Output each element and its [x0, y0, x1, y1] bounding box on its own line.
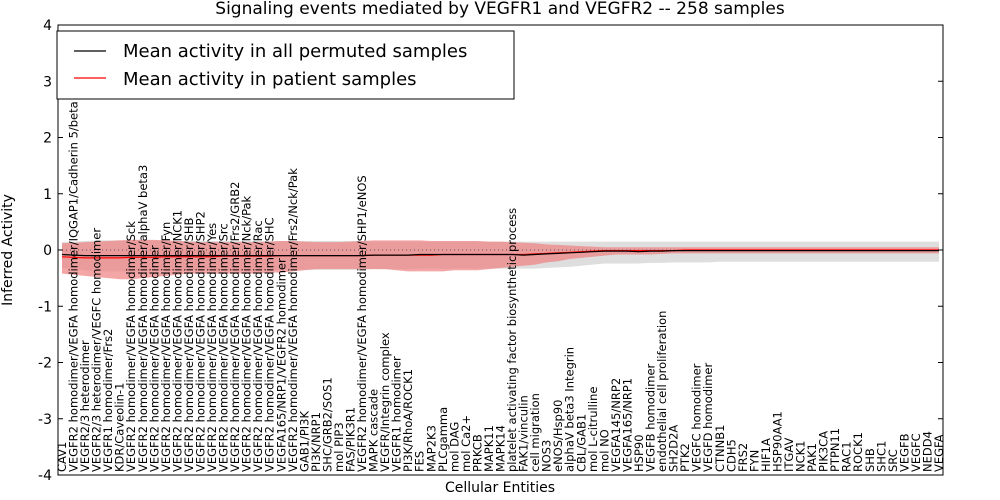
category-label: alphaV beta3 Integrin — [563, 347, 577, 472]
category-label: FRS2 — [736, 443, 750, 472]
category-label: MAPK14 — [494, 425, 508, 472]
category-label: PAK1 — [805, 443, 819, 472]
y-tick-label: -3 — [38, 412, 52, 428]
category-label: CDH5 — [724, 439, 738, 472]
category-label: VEGFR2 homodimer/VEGFA homodimer/Fyn — [159, 222, 173, 472]
category-label: VEGFR2 homodimer/VEGFA homodimer — [147, 245, 161, 472]
category-label: VEGFR2/3 heterodimer/VEGFC homodimer — [90, 228, 104, 472]
category-label: ROCK1 — [851, 432, 865, 472]
category-label: SRC — [886, 449, 900, 472]
legend-label-patient: Mean activity in patient samples — [123, 69, 417, 90]
category-label: KDR/Caveolin-1 — [113, 383, 127, 472]
category-label: VEGFR2 homodimer/VEGFA homodimer/SHP1/eN… — [355, 175, 369, 472]
category-label: mol L-citrulline — [586, 387, 600, 472]
category-label: VEGFR2 homodimer/VEGFA homodimer/alphaV … — [136, 165, 150, 472]
category-label: VEGFR2 homodimer/VEGFA homodimer/Src — [217, 223, 231, 472]
series-line-permuted — [61, 250, 939, 257]
category-label: VEGFR2 homodimer/VEGFA homodimer/Rac — [251, 220, 265, 472]
y-tick-label: 4 — [43, 18, 52, 34]
category-label: NOS3 — [540, 440, 554, 472]
category-label: FES — [413, 451, 427, 472]
category-label: MAPK11 — [482, 425, 496, 472]
y-axis-label: Inferred Activity — [0, 194, 16, 306]
category-label: MAP2K3 — [424, 425, 438, 472]
category-label: VEGFR2 homodimer/VEGFA homodimer/Yes — [205, 223, 219, 472]
category-label: mol DAG — [447, 422, 461, 472]
y-tick-label: -4 — [38, 468, 52, 484]
category-label: ITGAV — [782, 438, 796, 472]
category-label: mol Ca2+ — [459, 415, 473, 472]
category-label: VEGFR2 homodimer/VEGFA homodimer/Frs2/Nc… — [286, 168, 300, 472]
category-label: CBL/GAB1 — [574, 414, 588, 472]
legend-label-permuted: Mean activity in all permuted samples — [123, 41, 467, 62]
category-label: VEGFR2 homodimer/VEGFA homodimer/SHB — [182, 217, 196, 472]
category-label: RAC1 — [840, 441, 854, 472]
category-label: VEGFB homodimer — [644, 363, 658, 472]
category-label: PLCgamma — [436, 407, 450, 472]
x-axis-label: Cellular Entities — [445, 480, 555, 496]
series-lines — [61, 249, 939, 259]
category-label: endothelial cell proliferation — [655, 311, 669, 472]
y-tick-label: 1 — [43, 187, 52, 203]
category-label: VEGFR1 homodimer/Frs2 — [101, 329, 115, 472]
category-label: VEGFR/Integrin complex — [378, 332, 392, 472]
category-label: VEGFA — [932, 434, 946, 472]
y-tick-label: -2 — [38, 356, 52, 372]
category-label: MAPK cascade — [367, 389, 381, 472]
category-label: VEGFC — [909, 433, 923, 472]
category-label: cell migration — [528, 393, 542, 472]
category-label: FAS/PIK3R1 — [343, 407, 357, 472]
category-label: VEGFA165/NRP1/VEGFR2 homodimer — [274, 258, 288, 472]
category-label: PI3K/NRP1 — [309, 412, 323, 472]
category-label: VEGFD homodimer — [701, 362, 715, 472]
y-tick-label: 3 — [43, 74, 52, 90]
category-label: VEGFR2 homodimer/VEGFA homodimer/Frs2/GR… — [228, 182, 242, 472]
category-label: NCK1 — [794, 441, 808, 473]
category-label: HSP90 — [632, 434, 646, 472]
category-label: mol PIP3 — [332, 422, 346, 472]
category-label: eNOS/Hsp90 — [551, 400, 565, 472]
y-axis-ticks: -4 -3 -2 -1 0 1 2 3 4 — [38, 18, 943, 484]
category-label: PI3K/RhoA/ROCK1 — [401, 369, 415, 472]
category-label: PTPN11 — [828, 428, 842, 472]
category-label: VEGFA145/NRP2 — [609, 378, 623, 472]
chart-title: Signaling events mediated by VEGFR1 and … — [215, 0, 785, 19]
category-label: VEGFR2 homodimer/VEGFA homodimer/NCK1 — [170, 210, 184, 472]
category-label: VEGFR2 homodimer/VEGFA homodimer/Nck/Pak — [240, 195, 254, 472]
category-label: PIK3CA — [817, 431, 831, 472]
category-label: platelet activating factor biosynthetic … — [505, 208, 519, 472]
category-label: SHC1 — [874, 441, 888, 472]
category-label: PTK2 — [678, 443, 692, 472]
category-label: VEGFA165/NRP1 — [620, 378, 634, 472]
category-label: VEGFR2 homodimer/VEGFA homodimer/IQGAP1/… — [67, 55, 81, 472]
category-label: PRKCB — [470, 434, 484, 472]
legend-box — [56, 30, 515, 100]
category-label: VEGFR2 homodimer/VEGFA homodimer/SHP2 — [193, 211, 207, 472]
category-label: FYN — [747, 450, 761, 472]
category-label: SHC/GRB2/SOS1 — [320, 377, 334, 472]
y-tick-label: 2 — [43, 131, 52, 147]
category-label: mol NO — [597, 429, 611, 472]
category-label: NEDD4 — [920, 431, 934, 472]
category-label: GAB1/PI3K — [297, 410, 311, 472]
category-label: VEGFR2 homodimer/VEGFA homodimer/SHC — [263, 217, 277, 472]
y-tick-label: 0 — [43, 243, 52, 259]
category-label: HSP90AA1 — [770, 411, 784, 472]
category-label: VEGFR2 homodimer/VEGFA homodimer/Sck — [124, 221, 138, 472]
category-label: CTNNB1 — [713, 425, 727, 472]
category-label: SHB — [863, 448, 877, 472]
category-label: SH2D2A — [667, 425, 681, 472]
category-label: FAK1/vinculin — [517, 395, 531, 472]
legend: Mean activity in all permuted samples Me… — [56, 30, 515, 100]
category-label: HIF1A — [759, 438, 773, 472]
category-label: VEGFB — [897, 433, 911, 472]
y-tick-label: -1 — [38, 299, 52, 315]
category-label: VEGFC homodimer — [690, 363, 704, 472]
category-label: VEGFR2/3 heterodimer — [78, 340, 92, 472]
category-label: VEGFR1 homodimer — [390, 356, 404, 472]
